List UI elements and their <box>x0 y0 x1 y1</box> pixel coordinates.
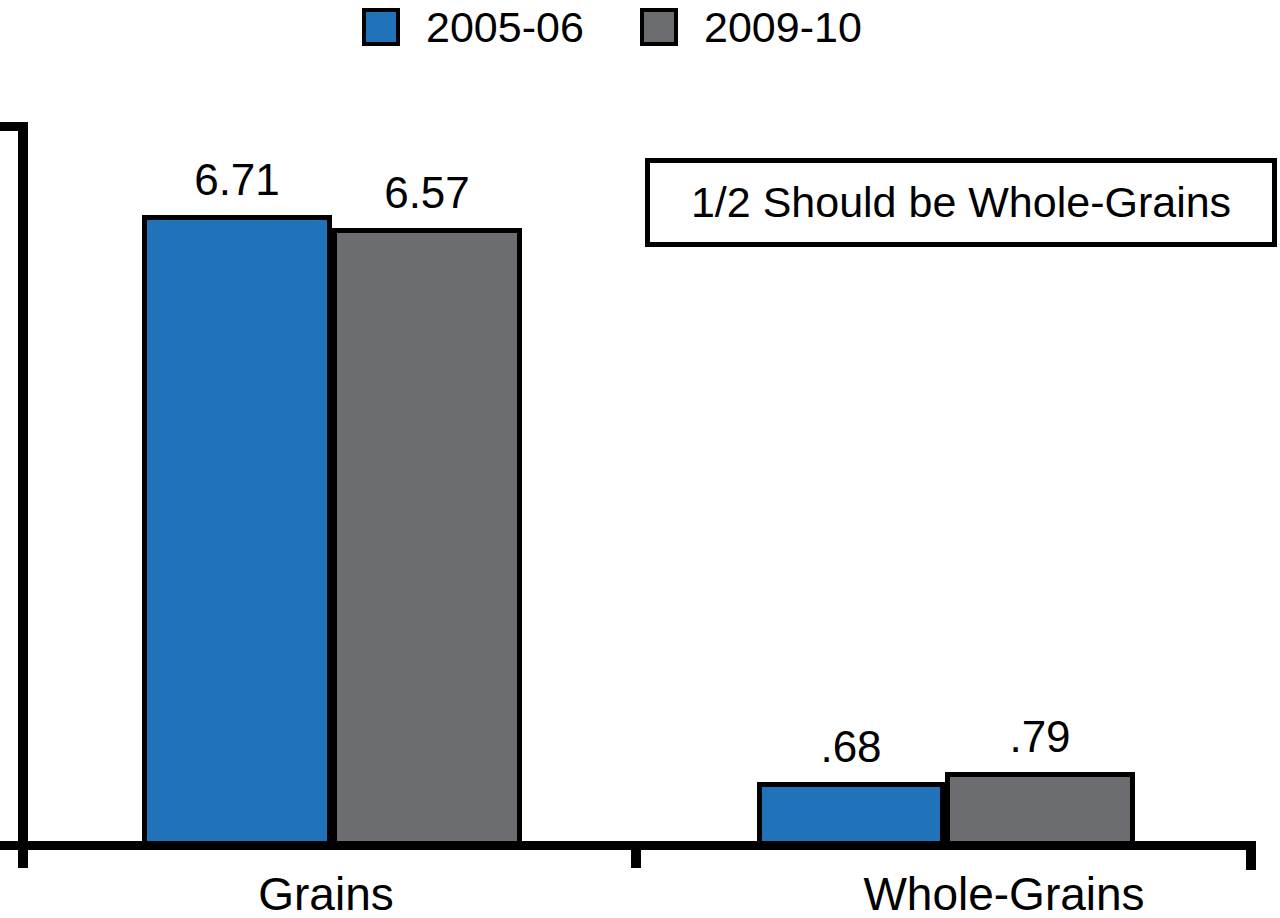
bar-value-label: .79 <box>1009 712 1070 762</box>
bar-wholegrains-2005-06 <box>757 782 945 846</box>
legend-swatch-2005-06 <box>362 8 400 46</box>
bar-value-label: 6.57 <box>384 168 470 218</box>
legend-item-2009-10: 2009-10 <box>640 3 862 51</box>
annotation-box: 1/2 Should be Whole-Grains <box>645 158 1277 247</box>
bar-column-grains-2009-10: 6.57 <box>332 168 522 846</box>
bar-value-label: 6.71 <box>194 155 280 205</box>
y-axis <box>18 122 28 868</box>
bar-column-wholegrains-2009-10: .79 <box>945 712 1135 846</box>
legend-label-2009-10: 2009-10 <box>704 3 862 51</box>
y-axis-top-tick <box>0 122 18 131</box>
legend-item-2005-06: 2005-06 <box>362 3 584 51</box>
bar-chart: 2005-06 2009-10 1/2 Should be Whole-Grai… <box>0 0 1280 918</box>
x-axis-right-tick <box>1246 841 1256 870</box>
x-category-label-wholegrains: Whole-Grains <box>863 870 1144 918</box>
bar-value-label: .68 <box>820 722 881 772</box>
bar-grains-2009-10 <box>332 228 522 846</box>
bar-grains-2005-06 <box>142 215 332 846</box>
x-axis-mid-tick <box>631 845 641 868</box>
bar-column-wholegrains-2005-06: .68 <box>757 722 945 846</box>
annotation-text: 1/2 Should be Whole-Grains <box>691 178 1231 227</box>
x-category-label-grains: Grains <box>258 870 393 918</box>
legend-label-2005-06: 2005-06 <box>426 3 584 51</box>
bar-column-grains-2005-06: 6.71 <box>142 155 332 846</box>
legend-swatch-2009-10 <box>640 8 678 46</box>
bar-wholegrains-2009-10 <box>945 772 1135 846</box>
